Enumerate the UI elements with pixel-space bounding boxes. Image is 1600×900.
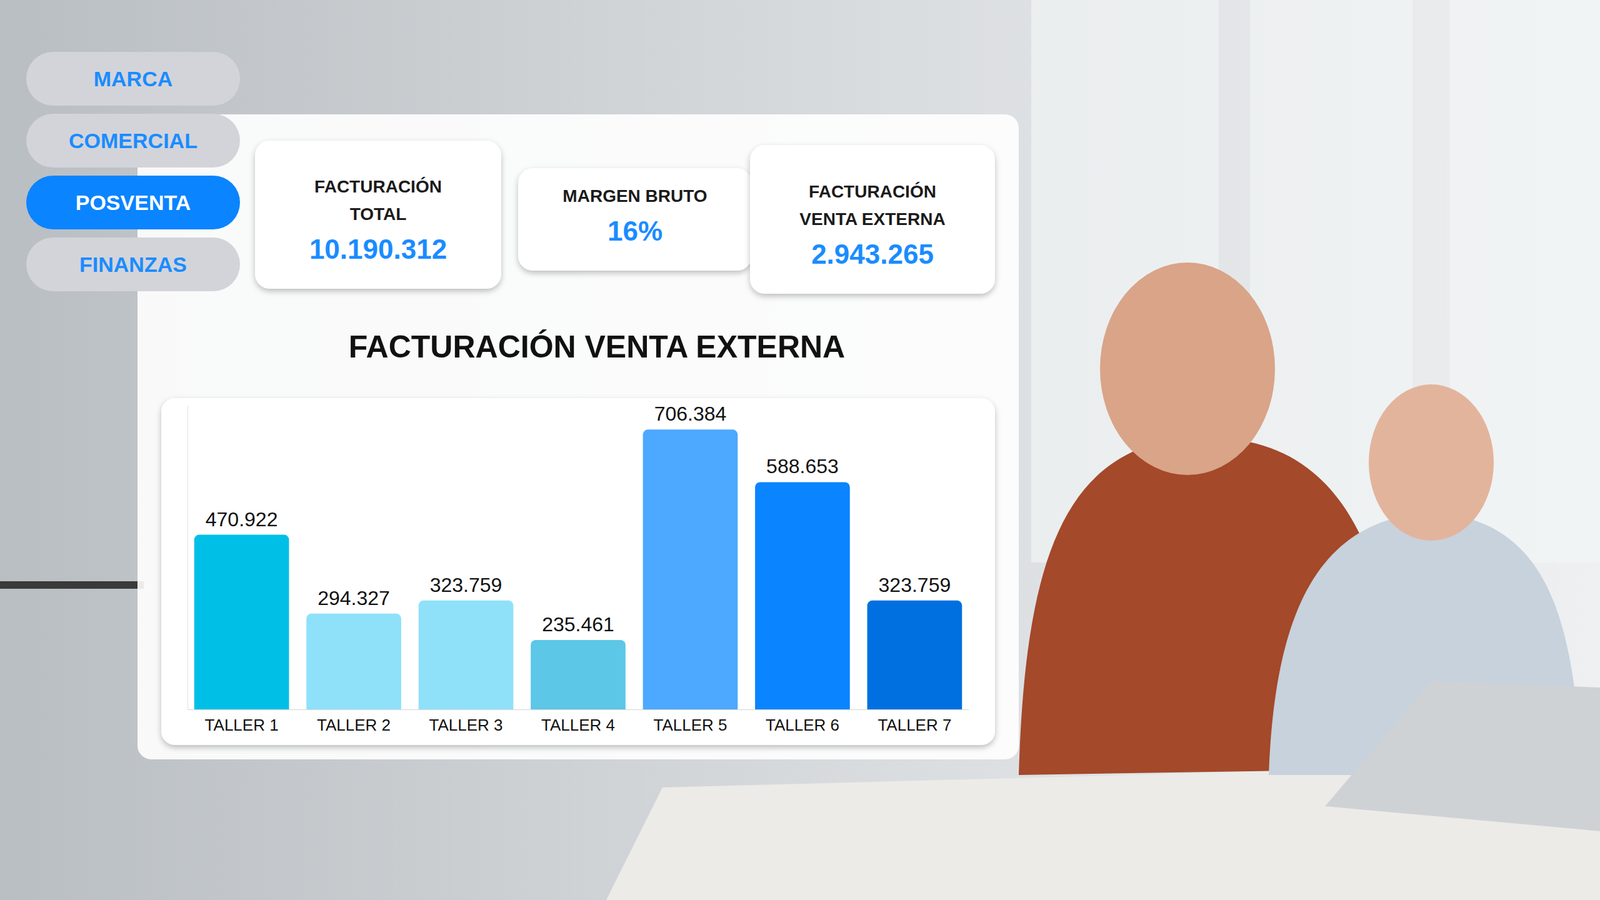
x-tick: TALLER 4 [541,709,615,735]
x-tick: TALLER 5 [653,709,727,735]
background-fill [0,0,1600,900]
bar [530,640,626,710]
nav-tab[interactable]: MARCA [26,51,240,106]
x-tick: TALLER 2 [316,709,391,735]
kpi-title: VENTA EXTERNA [799,209,945,229]
x-tick: TALLER 3 [429,709,504,735]
nav-tab-bg[interactable] [26,237,240,292]
x-tick-label: TALLER 5 [653,715,727,735]
shelf [0,581,144,589]
nav-tab-bg[interactable] [26,51,240,106]
main-panel [137,114,1019,760]
bar [418,600,514,710]
x-tick-label: TALLER 2 [316,715,391,735]
page: MARCA COMERCIAL POSVENTA FINANZAS FACTURACIÓ… [0,0,1600,900]
data-label: 294.327 [317,586,390,610]
kpi-card: FACTURACIÓN VENTA EXTERNA 2.943.265 [750,145,995,294]
data-label: 470.922 [205,508,279,531]
data-label: 706.384 [654,402,727,425]
kpi-value: 16% [607,215,663,247]
bar [194,535,290,710]
x-tick-label: TALLER 1 [205,715,279,735]
nav-tab-bg[interactable] [26,113,240,168]
bar [867,600,963,710]
nav-tab-label[interactable]: FINANZAS [79,252,187,277]
data-label: 323.759 [878,573,952,597]
chart-card [161,398,995,745]
kpi-card-bg [518,168,752,271]
data-label: 323.759 [430,573,503,597]
x-tick: TALLER 1 [205,709,279,735]
x-tick-label: TALLER 6 [765,715,840,735]
x-axis-line [188,709,970,710]
y-axis [187,406,189,710]
background [0,0,1600,900]
nav-tab-label[interactable]: POSVENTA [75,190,192,215]
nav-tab-bg[interactable] [26,175,240,230]
kpi-title: FACTURACIÓN [808,181,937,202]
person-head [1368,384,1494,541]
bar [643,429,739,710]
y-axis-line [187,406,189,710]
data-label: 588.653 [766,455,839,478]
x-tick-label: TALLER 4 [541,715,615,735]
nav-tab[interactable]: FINANZAS [26,237,240,292]
nav-tab-label[interactable]: COMERCIAL [68,128,198,153]
x-tick-label: TALLER 7 [877,715,952,735]
data-labels: 470.922 294.327 323.759 235.461 706.384 588.6… [205,402,951,636]
kpi-card-bg [750,145,995,294]
kpi-title: MARGEN BRUTO [562,186,707,206]
bars [194,429,962,710]
x-axis: TALLER 1 TALLER 2 TALLER 3 TALLER 4 TALLER 5… [188,709,970,735]
x-tick-label: TALLER 3 [429,715,504,735]
kpi-title: FACTURACIÓN [314,176,442,197]
data-label: 235.461 [541,613,615,636]
chart-title: FACTURACIÓN VENTA EXTERNA [348,329,845,365]
bar [306,613,402,710]
nav-tab[interactable]: POSVENTA [26,175,240,230]
kpi-card: MARGEN BRUTO 16% [518,168,752,271]
nav: MARCA COMERCIAL POSVENTA FINANZAS [26,51,240,292]
x-tick: TALLER 6 [765,709,840,735]
kpi-card: FACTURACIÓN TOTAL 10.190.312 [255,140,502,289]
nav-tab-label[interactable]: MARCA [93,66,174,91]
laptop [1325,681,1600,832]
kpi-title: TOTAL [350,204,407,224]
nav-tab[interactable]: COMERCIAL [26,113,240,168]
bar [755,481,850,710]
kpi-value: 2.943.265 [811,238,934,270]
kpi-card-bg [255,140,502,289]
kpi-value: 10.190.312 [309,233,447,265]
person-head [1100,262,1275,475]
x-tick: TALLER 7 [877,709,952,735]
